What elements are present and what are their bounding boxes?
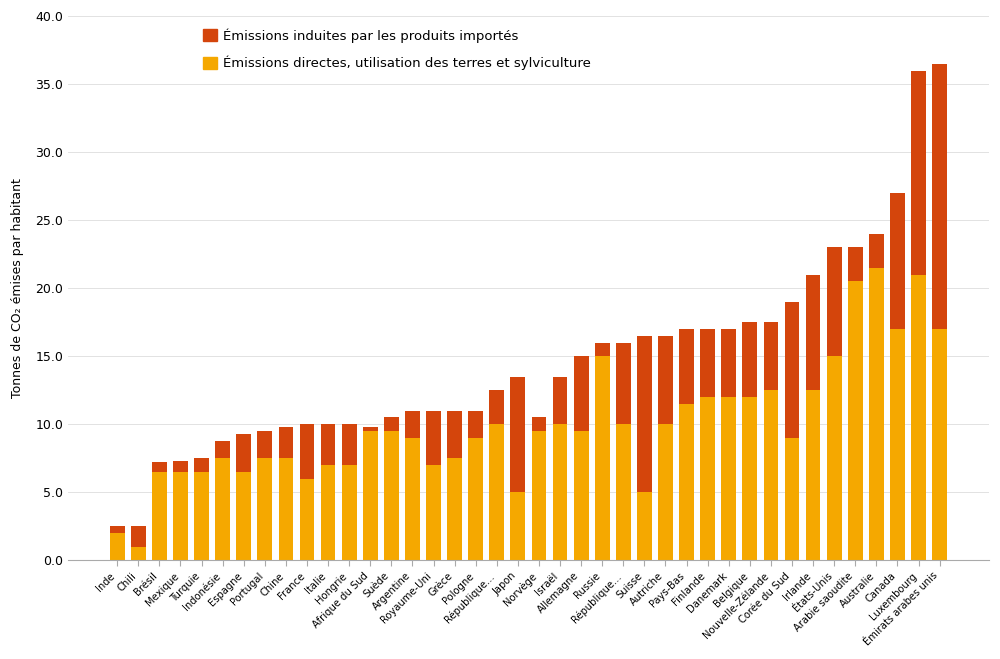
- Bar: [110, 527, 125, 533]
- Bar: [827, 247, 842, 356]
- Bar: [489, 390, 504, 424]
- Bar: [911, 275, 926, 560]
- Bar: [553, 376, 567, 424]
- Bar: [279, 458, 293, 560]
- Bar: [426, 411, 441, 465]
- Bar: [679, 329, 694, 404]
- Bar: [215, 440, 230, 458]
- Bar: [532, 417, 546, 431]
- Bar: [869, 234, 884, 268]
- Bar: [321, 465, 335, 560]
- Bar: [721, 329, 736, 397]
- Bar: [510, 492, 525, 560]
- Bar: [848, 247, 863, 281]
- Bar: [932, 64, 947, 329]
- Bar: [405, 411, 420, 438]
- Bar: [700, 397, 715, 560]
- Bar: [721, 397, 736, 560]
- Bar: [806, 390, 820, 560]
- Bar: [890, 193, 905, 329]
- Bar: [595, 356, 610, 560]
- Bar: [300, 478, 314, 560]
- Bar: [152, 472, 167, 560]
- Bar: [152, 462, 167, 472]
- Bar: [742, 397, 757, 560]
- Bar: [342, 424, 357, 465]
- Bar: [595, 343, 610, 356]
- Bar: [616, 343, 631, 424]
- Bar: [911, 71, 926, 275]
- Bar: [110, 533, 125, 560]
- Bar: [173, 472, 188, 560]
- Bar: [384, 431, 399, 560]
- Bar: [700, 329, 715, 397]
- Bar: [194, 458, 209, 472]
- Bar: [363, 427, 378, 431]
- Bar: [342, 465, 357, 560]
- Bar: [426, 465, 441, 560]
- Bar: [257, 431, 272, 458]
- Bar: [637, 492, 652, 560]
- Y-axis label: Tonnes de CO₂ émises par habitant: Tonnes de CO₂ émises par habitant: [11, 178, 24, 398]
- Bar: [574, 431, 589, 560]
- Bar: [679, 404, 694, 560]
- Bar: [468, 438, 483, 560]
- Bar: [869, 268, 884, 560]
- Bar: [932, 329, 947, 560]
- Bar: [131, 527, 146, 546]
- Bar: [405, 438, 420, 560]
- Bar: [510, 376, 525, 492]
- Bar: [764, 322, 778, 390]
- Bar: [848, 281, 863, 560]
- Bar: [236, 472, 251, 560]
- Bar: [658, 336, 673, 424]
- Bar: [194, 472, 209, 560]
- Bar: [616, 424, 631, 560]
- Bar: [637, 336, 652, 492]
- Bar: [785, 302, 799, 438]
- Bar: [384, 417, 399, 431]
- Bar: [363, 431, 378, 560]
- Bar: [131, 546, 146, 560]
- Bar: [257, 458, 272, 560]
- Bar: [236, 434, 251, 472]
- Bar: [785, 438, 799, 560]
- Bar: [806, 275, 820, 390]
- Bar: [215, 458, 230, 560]
- Bar: [447, 411, 462, 458]
- Bar: [468, 411, 483, 438]
- Bar: [827, 356, 842, 560]
- Bar: [279, 427, 293, 458]
- Bar: [764, 390, 778, 560]
- Bar: [489, 424, 504, 560]
- Bar: [321, 424, 335, 465]
- Bar: [173, 461, 188, 472]
- Bar: [553, 424, 567, 560]
- Bar: [300, 424, 314, 478]
- Bar: [532, 431, 546, 560]
- Bar: [890, 329, 905, 560]
- Legend: Émissions induites par les produits importés, Émissions directes, utilisation de: Émissions induites par les produits impo…: [203, 28, 591, 71]
- Bar: [574, 356, 589, 431]
- Bar: [447, 458, 462, 560]
- Bar: [742, 322, 757, 397]
- Bar: [658, 424, 673, 560]
